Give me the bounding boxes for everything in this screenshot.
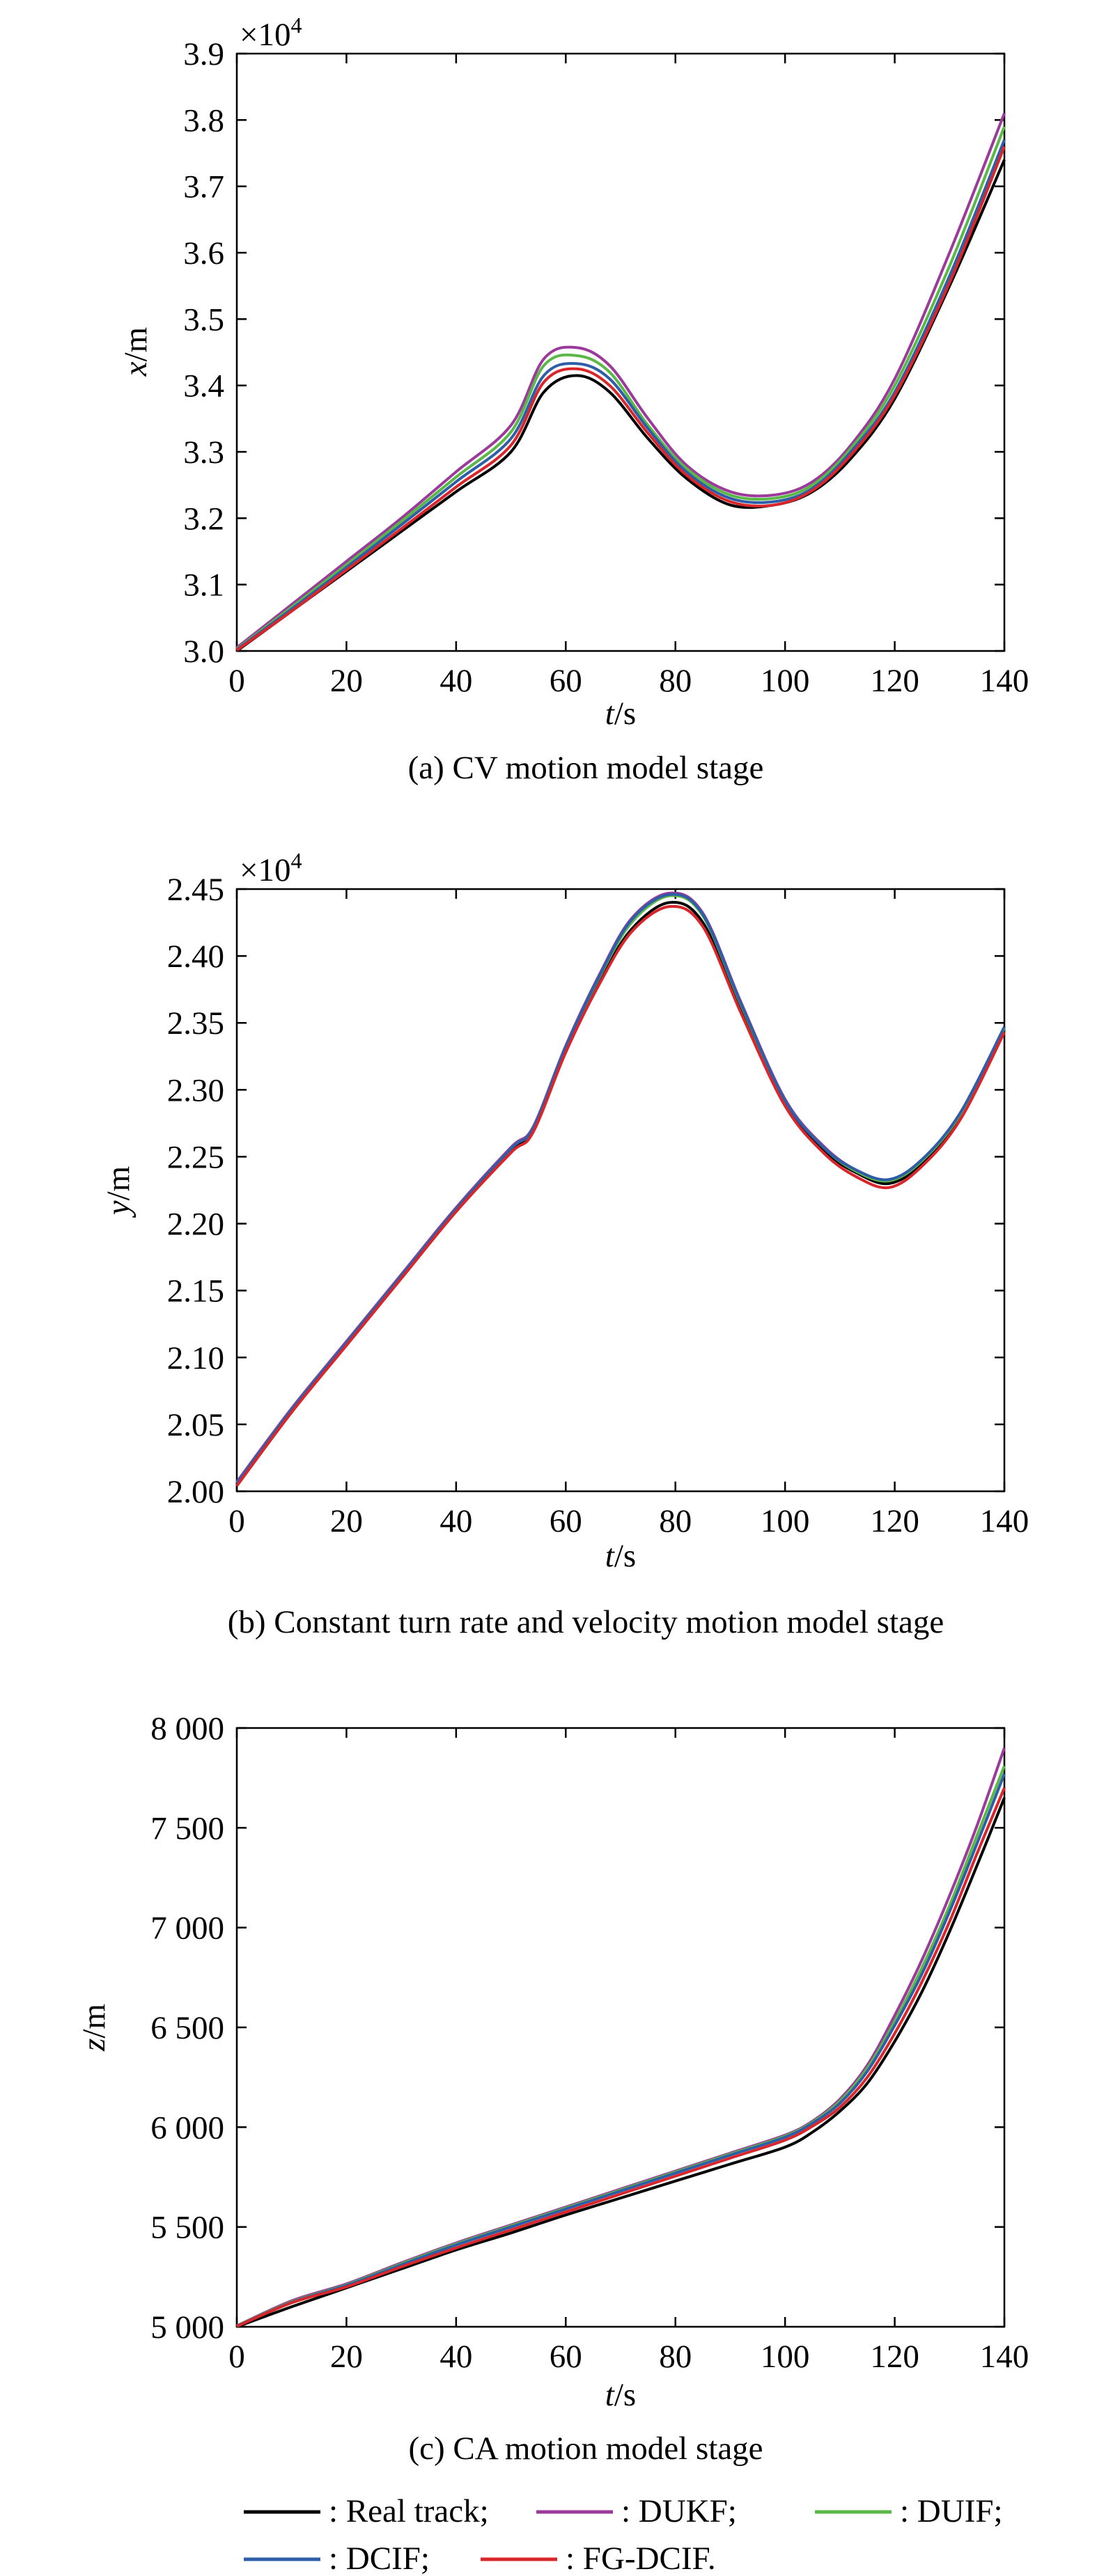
y-axis-label: y/m	[100, 1166, 137, 1218]
x-axis-label: t/s	[605, 1538, 636, 1574]
series-line-dcif	[236, 1773, 1006, 2327]
legend-label: : DUKF;	[621, 2493, 737, 2529]
plot-frame	[235, 52, 1006, 652]
y-tick-label: 3.8	[183, 102, 224, 139]
y-axis-label: z/m	[76, 2004, 112, 2052]
x-tick-label: 80	[659, 1503, 692, 1539]
series-line-real-track	[235, 159, 1006, 652]
series-line-dcif	[235, 139, 1006, 651]
y-tick-label: 2.25	[167, 1139, 224, 1175]
legend-entry: : DUKF;	[536, 2493, 737, 2529]
x-tick-label: 80	[659, 663, 692, 699]
legend-label: : DCIF;	[329, 2540, 430, 2576]
charts: 0 20 40 60 80 100 120 140 3.0 3.1 3.2 3.3 3.4 3.5 3.6 3…	[76, 13, 1029, 2467]
x-tick-label: 100	[761, 2339, 810, 2375]
y-tick-label: 2.10	[167, 1340, 224, 1376]
y-tick-label: 3.7	[183, 169, 224, 205]
y-tick-label: 6 500	[150, 2010, 224, 2046]
x-tick-label: 120	[870, 663, 919, 699]
y-tick-label: 2.15	[167, 1273, 224, 1310]
x-tick-label: 40	[439, 663, 472, 699]
y-tick-label: 3.3	[183, 434, 224, 471]
figure-caption: (c) CA motion model stage	[408, 2430, 763, 2467]
y-tick-label: 3.1	[183, 567, 224, 604]
y-tick-label: 3.4	[183, 368, 224, 405]
x-tick-label: 40	[439, 2339, 472, 2375]
series-line-dcif	[235, 893, 1006, 1484]
figure-caption: (b) Constant turn rate and velocity moti…	[228, 1604, 944, 1640]
chart-panel-3: 0 20 40 60 80 100 120 140 5 000 5 500 6 000 6 500 7 …	[76, 1711, 1029, 2467]
series-lines	[235, 113, 1006, 652]
y-axis-label: x/m	[118, 327, 154, 377]
y-tick-label: 3.9	[183, 36, 224, 72]
x-tick-label: 20	[330, 1503, 363, 1539]
legend-entry: : DUIF;	[815, 2493, 1003, 2529]
series-line-duif	[235, 126, 1006, 650]
legend-label: : DUIF;	[900, 2493, 1003, 2529]
x-tick-label: 140	[980, 1503, 1029, 1539]
y-tick-label: 3.0	[183, 634, 224, 670]
y-tick-label: 3.2	[183, 501, 224, 537]
series-line-fg-dcif	[235, 146, 1006, 652]
series-lines	[235, 891, 1006, 1487]
series-line-fg-dcif	[235, 904, 1006, 1487]
y-tick-label: 5 000	[150, 2309, 224, 2346]
legend-entry: : Real track;	[244, 2493, 489, 2529]
y-tick-label: 3.6	[183, 235, 224, 272]
x-tick-label: 40	[439, 1503, 472, 1539]
x-axis-label: t/s	[605, 696, 636, 732]
y-tick-label: 2.40	[167, 938, 224, 975]
y-tick-label: 2.05	[167, 1407, 224, 1443]
y-tick-label: 7 500	[150, 1810, 224, 1846]
y-tick-label: 7 000	[150, 1910, 224, 1947]
series-line-dukf	[235, 113, 1006, 649]
y-tick-label: 3.5	[183, 301, 224, 338]
x-tick-label: 120	[870, 2339, 919, 2375]
plot-frame	[235, 888, 1006, 1493]
legend-label: : FG-DCIF.	[566, 2540, 716, 2576]
y-tick-label: 2.30	[167, 1072, 224, 1108]
x-tick-label: 60	[550, 1503, 582, 1539]
x-tick-label: 0	[228, 2339, 245, 2375]
x-tick-label: 60	[550, 2339, 582, 2375]
x-tick-label: 0	[228, 663, 245, 699]
y-tick-label: 2.20	[167, 1207, 224, 1243]
x-tick-label: 80	[659, 2339, 692, 2375]
legend-label: : Real track;	[329, 2493, 489, 2529]
x-tick-label: 140	[980, 663, 1029, 699]
series-line-real-track	[236, 1797, 1006, 2328]
x-tick-label: 100	[761, 1503, 810, 1539]
y-tick-label: 2.00	[167, 1474, 224, 1510]
legend: : Real track; : DUKF; : DUIF; : DCIF; : FG-D…	[244, 2493, 1003, 2576]
legend-entry: : FG-DCIF.	[481, 2540, 716, 2576]
x-tick-label: 20	[330, 663, 363, 699]
series-lines	[236, 1748, 1006, 2328]
legend-entry: : DCIF;	[244, 2540, 430, 2576]
chart-panel-1: 0 20 40 60 80 100 120 140 3.0 3.1 3.2 3.3 3.4 3.5 3.6 3…	[118, 13, 1029, 786]
y-tick-label: 2.35	[167, 1005, 224, 1042]
x-axis-label: t/s	[605, 2377, 636, 2413]
x-tick-label: 60	[550, 663, 582, 699]
x-tick-label: 140	[980, 2339, 1029, 2375]
x-tick-label: 20	[330, 2339, 363, 2375]
figure-caption: (a) CV motion model stage	[408, 750, 764, 786]
y-tick-label: 6 000	[150, 2110, 224, 2146]
x-tick-label: 0	[228, 1503, 245, 1539]
series-line-fg-dcif	[236, 1787, 1006, 2328]
x-tick-label: 100	[761, 663, 810, 699]
x-tick-label: 120	[870, 1503, 919, 1539]
y-tick-label: 2.45	[167, 872, 224, 908]
y-tick-label: 5 500	[150, 2210, 224, 2246]
y-tick-label: 8 000	[150, 1711, 224, 1747]
chart-panel-2: 0 20 40 60 80 100 120 140 2.00 2.05 2.10 2.15 2.20 2.…	[100, 848, 1029, 1640]
